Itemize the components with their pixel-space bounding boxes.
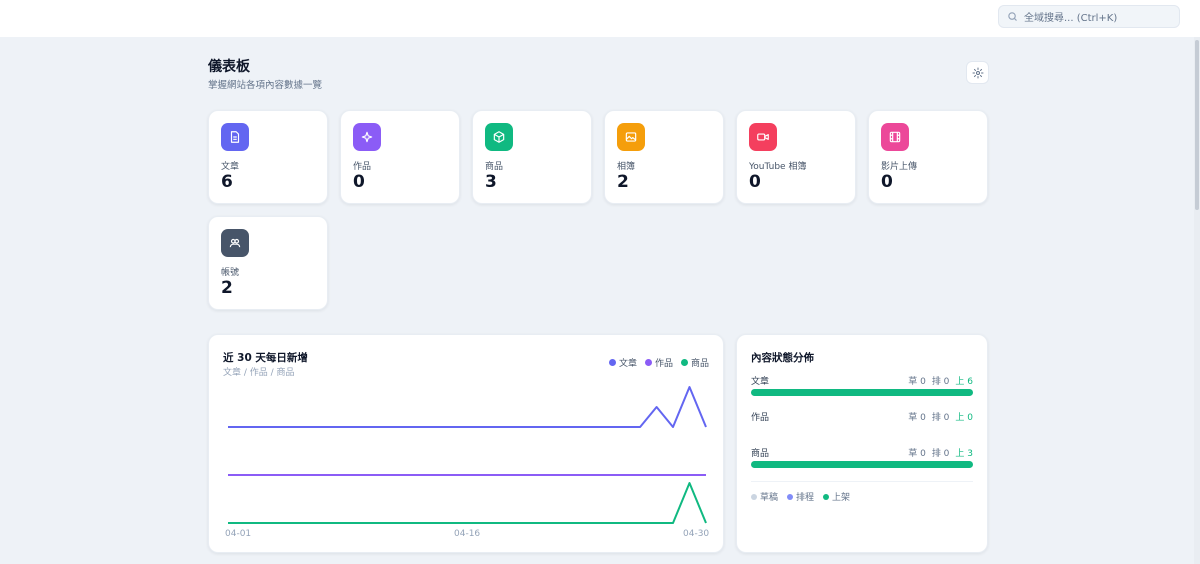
stat-value: 3 <box>485 172 497 192</box>
global-search[interactable]: 全域搜尋... (Ctrl+K) <box>998 5 1180 28</box>
stat-label: 帳號 <box>221 268 240 278</box>
divider <box>751 481 973 482</box>
stat-card-works[interactable]: 作品 0 <box>340 110 460 204</box>
scheduled-count: 排 0 <box>931 413 950 423</box>
stat-card-video-uploads[interactable]: 影片上傳 0 <box>868 110 988 204</box>
series-line-2 <box>228 482 707 524</box>
chart-subtitle: 文章 / 作品 / 商品 <box>223 368 295 378</box>
document-icon <box>221 123 249 151</box>
stat-value: 0 <box>749 172 761 192</box>
legend-item-products: 商品 <box>680 356 709 369</box>
scheduled-count: 排 0 <box>931 377 950 387</box>
cube-icon <box>485 123 513 151</box>
legend-item-scheduled: 排程 <box>787 490 814 503</box>
stat-value: 0 <box>353 172 365 192</box>
status-counts: 草 0 排 0 上 3 <box>908 446 973 459</box>
chart-title: 近 30 天每日新增 <box>223 352 308 364</box>
stat-value: 2 <box>221 278 233 298</box>
sparkles-icon <box>353 123 381 151</box>
scrollbar-thumb[interactable] <box>1195 40 1199 210</box>
legend-item-works: 作品 <box>644 356 673 369</box>
top-bar: 全域搜尋... (Ctrl+K) <box>0 0 1200 37</box>
search-placeholder: 全域搜尋... (Ctrl+K) <box>1024 13 1118 24</box>
status-counts: 草 0 排 0 上 6 <box>908 374 973 387</box>
search-icon <box>1008 12 1017 21</box>
stat-value: 6 <box>221 172 233 192</box>
series-line-0 <box>228 386 707 428</box>
stat-card-articles[interactable]: 文章 6 <box>208 110 328 204</box>
status-title: 內容狀態分佈 <box>751 352 814 364</box>
stat-value: 2 <box>617 172 629 192</box>
stat-value: 0 <box>881 172 893 192</box>
published-count: 上 3 <box>955 449 973 459</box>
stat-label: YouTube 相簿 <box>749 162 807 172</box>
status-distribution-panel: 內容狀態分佈 文章 草 0 排 0 上 6 作品 草 0 排 0 上 0 商品 … <box>736 334 988 553</box>
status-row-name: 作品 <box>751 413 770 423</box>
draft-count: 草 0 <box>908 413 926 423</box>
scrollbar-track[interactable] <box>1194 37 1200 564</box>
x-tick-label: 04-01 <box>225 529 252 539</box>
x-tick-label: 04-16 <box>454 529 481 539</box>
status-row-name: 文章 <box>751 377 770 387</box>
status-counts: 草 0 排 0 上 0 <box>908 410 973 423</box>
published-segment <box>751 389 973 396</box>
legend-item-articles: 文章 <box>608 356 637 369</box>
stat-card-accounts[interactable]: 帳號 2 <box>208 216 328 310</box>
chart-legend: 文章 作品 商品 <box>608 356 709 369</box>
trend-chart-panel: 近 30 天每日新增 文章 / 作品 / 商品 文章 作品 商品 04-01 0… <box>208 334 724 553</box>
status-bar <box>751 389 973 396</box>
status-row-name: 商品 <box>751 449 770 459</box>
legend-item-published: 上架 <box>823 490 850 503</box>
image-icon <box>617 123 645 151</box>
settings-button[interactable] <box>966 61 989 84</box>
x-tick-label: 04-30 <box>683 529 710 539</box>
gear-icon <box>972 67 983 78</box>
trend-line-chart <box>228 386 707 524</box>
stat-label: 相簿 <box>617 162 636 172</box>
published-count: 上 6 <box>955 377 973 387</box>
page-title: 儀表板 <box>208 59 250 75</box>
published-count: 上 0 <box>955 413 973 423</box>
page-subtitle: 掌握網站各項內容數據一覽 <box>208 80 323 91</box>
scheduled-count: 排 0 <box>931 449 950 459</box>
draft-count: 草 0 <box>908 449 926 459</box>
film-icon <box>881 123 909 151</box>
draft-count: 草 0 <box>908 377 926 387</box>
stat-label: 文章 <box>221 162 240 172</box>
status-legend: 草稿 排程 上架 <box>751 490 850 503</box>
users-icon <box>221 229 249 257</box>
stat-label: 作品 <box>353 162 372 172</box>
status-bar <box>751 461 973 468</box>
stat-card-youtube-albums[interactable]: YouTube 相簿 0 <box>736 110 856 204</box>
published-segment <box>751 461 973 468</box>
stat-card-products[interactable]: 商品 3 <box>472 110 592 204</box>
stat-label: 商品 <box>485 162 504 172</box>
stat-label: 影片上傳 <box>881 162 918 172</box>
video-icon <box>749 123 777 151</box>
stat-card-albums[interactable]: 相簿 2 <box>604 110 724 204</box>
legend-item-draft: 草稿 <box>751 490 778 503</box>
